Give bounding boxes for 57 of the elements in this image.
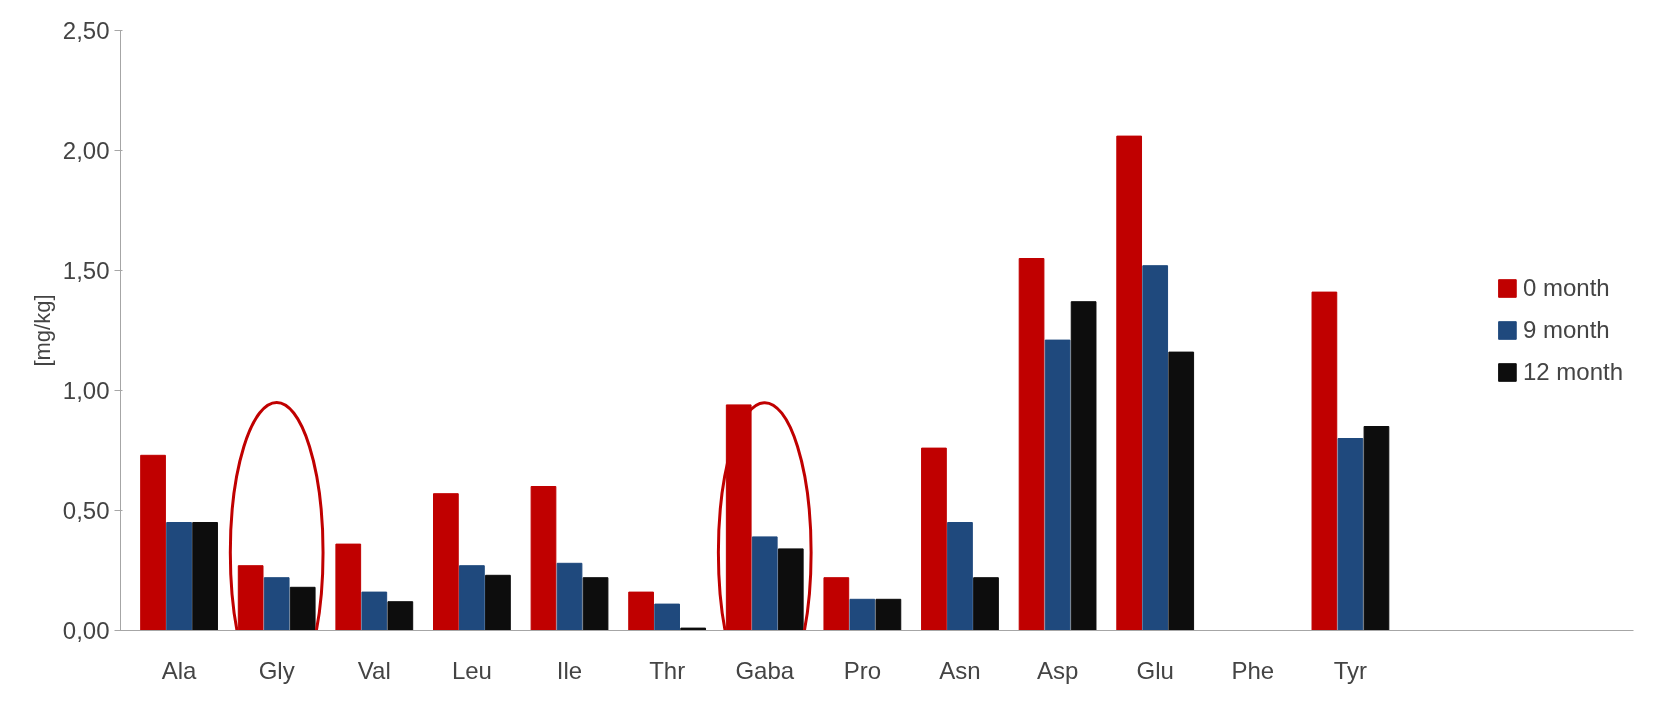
y-tick-label: 2,00	[62, 137, 110, 164]
bar	[680, 627, 707, 631]
bar	[973, 577, 999, 631]
x-tick-label: Pro	[843, 656, 882, 684]
bar	[628, 591, 654, 631]
bar	[530, 486, 557, 631]
bar	[289, 586, 316, 631]
legend-label: 0 month	[1522, 274, 1610, 302]
bar	[433, 493, 459, 631]
bar	[921, 447, 947, 631]
bar	[263, 577, 290, 631]
x-tick-label: Leu	[451, 656, 492, 684]
y-tick-label: 1,00	[62, 377, 110, 404]
bar	[387, 601, 414, 631]
x-tick-label: Asp	[1036, 656, 1079, 684]
bar	[166, 522, 192, 631]
bar	[1337, 438, 1364, 631]
x-tick-label: Gaba	[735, 656, 795, 684]
bar	[823, 577, 850, 631]
x-tick-label: Ile	[556, 656, 583, 684]
bar	[1311, 291, 1338, 631]
bar	[1116, 135, 1143, 631]
bar	[335, 543, 362, 631]
bar	[751, 536, 778, 631]
bar	[947, 522, 973, 631]
x-tick-label: Glu	[1136, 656, 1174, 684]
y-tick-label: 0,50	[62, 497, 110, 524]
y-tick-label: 0,00	[62, 617, 110, 644]
bar	[192, 522, 218, 631]
bar	[361, 591, 388, 631]
bar	[1044, 339, 1071, 631]
bar	[485, 574, 511, 631]
y-axis-title: [mg/kg]	[29, 294, 55, 367]
y-tick-label: 1,50	[62, 257, 110, 284]
bar	[1363, 426, 1390, 631]
bar	[582, 577, 609, 631]
x-tick-label: Asn	[939, 656, 981, 684]
x-tick-label: Ala	[161, 656, 198, 684]
bar	[777, 548, 804, 631]
legend-label: 9 month	[1522, 316, 1610, 344]
legend-label: 12 month	[1522, 358, 1623, 386]
bar	[1070, 301, 1097, 631]
x-tick-label: Phe	[1231, 656, 1275, 684]
y-tick-label: 2,50	[62, 17, 110, 44]
bar	[556, 562, 583, 631]
bar	[875, 598, 902, 631]
x-tick-label: Val	[357, 656, 391, 684]
bar	[849, 598, 876, 631]
x-tick-label: Gly	[258, 656, 295, 684]
bar	[459, 565, 485, 631]
x-tick-label: Tyr	[1333, 656, 1368, 684]
bar	[1142, 265, 1169, 631]
bar	[140, 454, 166, 631]
bar	[1168, 351, 1195, 631]
x-tick-label: Thr	[649, 656, 686, 684]
bar	[654, 603, 680, 631]
bar	[1018, 258, 1045, 631]
